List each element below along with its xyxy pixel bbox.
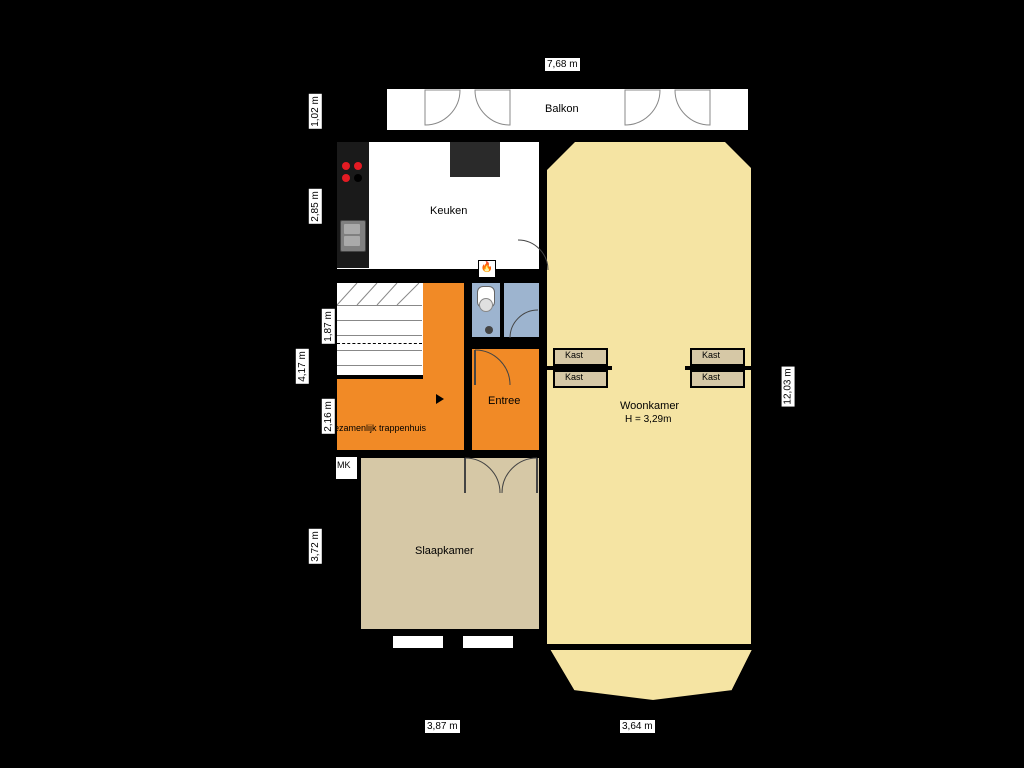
window-reveal: [390, 633, 446, 651]
stair-break-icon: [337, 343, 422, 344]
door-arc-icon: [475, 350, 510, 385]
stair-step-icon: [337, 365, 422, 366]
label-balkon: Balkon: [545, 103, 579, 115]
label-kast3: Kast: [702, 350, 720, 360]
stovetop-icon: [340, 160, 366, 186]
dim-left-6: 4,17 m: [296, 349, 309, 384]
door-arc-icon: [425, 90, 465, 130]
window-reveal: [460, 633, 516, 651]
door-arc-icon: [502, 458, 537, 493]
floor-plan-canvas: Balkon Keuken 🔥 Woonkame: [0, 0, 1024, 768]
label-mk: MK: [337, 460, 351, 470]
stair-step-icon: [337, 350, 422, 351]
seam-cover: [427, 379, 464, 387]
toilet-seat-icon: [479, 298, 493, 312]
room-trappenhuis-b: [333, 379, 468, 454]
room-woonkamer: [543, 138, 755, 648]
dim-left-3: 1,87 m: [322, 309, 335, 344]
dark-block: [450, 142, 500, 177]
dim-top: 7,68 m: [545, 58, 580, 71]
up-arrow-icon: [436, 394, 444, 404]
door-arc-icon: [465, 458, 500, 493]
dim-left-2: 2,85 m: [309, 189, 322, 224]
burner-icon: [342, 162, 350, 170]
label-slaapkamer: Slaapkamer: [415, 545, 474, 557]
wall-segment: [547, 366, 612, 370]
fireplace-icon: 🔥: [478, 260, 496, 278]
dim-left-5: 3,72 m: [309, 529, 322, 564]
door-arc-icon: [675, 90, 715, 130]
stair-curve-icon: [337, 283, 422, 308]
burner-icon: [354, 174, 362, 182]
sink-basin-icon: [344, 236, 360, 246]
door-arc-icon: [510, 310, 538, 338]
burner-icon: [354, 162, 362, 170]
wall-segment: [685, 366, 751, 370]
label-keuken: Keuken: [430, 205, 467, 217]
door-arc-icon: [518, 240, 548, 270]
dim-left-4: 2,16 m: [322, 399, 335, 434]
sink-basin-icon: [344, 224, 360, 234]
label-kast4: Kast: [702, 372, 720, 382]
bay-window: [543, 644, 763, 704]
corner-triangle-icon: [547, 142, 577, 172]
dim-left-1: 1,02 m: [309, 94, 322, 129]
dim-bottom-right: 3,64 m: [620, 720, 655, 733]
stair-step-icon: [337, 335, 422, 336]
label-woonkamer-h: H = 3,29m: [625, 414, 671, 425]
door-arc-icon: [625, 90, 665, 130]
door-arc-icon: [475, 90, 515, 130]
stair-step-icon: [337, 320, 422, 321]
dim-right: 12,03 m: [782, 366, 795, 406]
dim-bottom-left: 3,87 m: [425, 720, 460, 733]
label-kast1: Kast: [565, 350, 583, 360]
label-woonkamer: Woonkamer: [620, 400, 679, 412]
label-trappenhuis: ezamenlijk trappenhuis: [334, 423, 426, 433]
burner-icon: [342, 174, 350, 182]
corner-triangle-icon: [725, 142, 755, 172]
drain-icon: [485, 326, 493, 334]
label-entree: Entree: [488, 395, 520, 407]
label-kast2: Kast: [565, 372, 583, 382]
